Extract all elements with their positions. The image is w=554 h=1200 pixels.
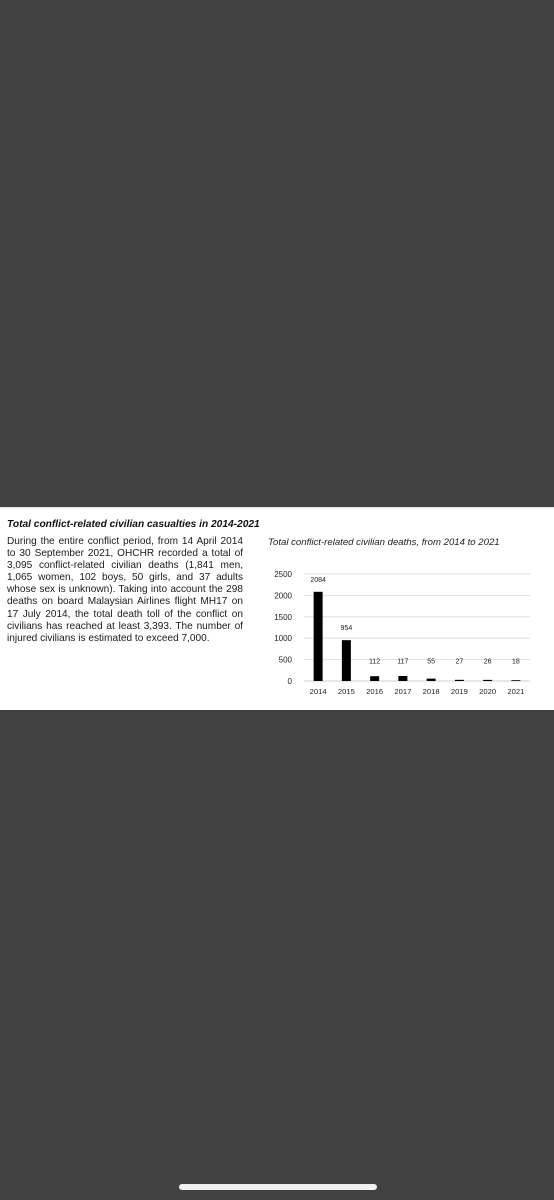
x-tick-label: 2016 — [366, 687, 383, 696]
x-tick-label: 2021 — [507, 687, 524, 696]
bar-2016 — [370, 676, 380, 681]
y-tick-label: 0 — [288, 677, 293, 686]
data-label: 954 — [341, 625, 353, 632]
bar-2015 — [341, 640, 351, 681]
bar-2021 — [511, 680, 521, 682]
y-tick-label: 2500 — [274, 570, 292, 579]
bar-2018 — [426, 678, 436, 681]
chart-title: Total conflict-related civilian deaths, … — [268, 537, 500, 548]
x-tick-label: 2014 — [310, 687, 327, 696]
y-tick-label: 500 — [279, 656, 293, 665]
data-label: 55 — [427, 658, 435, 665]
data-label: 26 — [484, 658, 492, 665]
data-label: 27 — [455, 658, 463, 665]
bar-2017 — [398, 675, 408, 681]
data-label: 2084 — [310, 577, 326, 584]
data-label: 117 — [397, 658, 408, 665]
bar-2019 — [454, 679, 464, 681]
x-tick-label: 2020 — [479, 687, 496, 696]
x-tick-label: 2019 — [451, 687, 468, 696]
y-tick-label: 1500 — [274, 613, 292, 622]
x-tick-label: 2015 — [338, 687, 355, 696]
bar-2020 — [483, 679, 493, 681]
home-indicator[interactable] — [179, 1184, 377, 1190]
bar-2014 — [313, 591, 323, 681]
section-title: Total conflict-related civilian casualti… — [7, 519, 260, 530]
bar-chart: 0 500 1000 1500 2000 2500 2084 2014 954 2015 112 20… — [274, 570, 530, 696]
body-paragraph: During the entire conflict period, from … — [7, 536, 243, 644]
page-edge-divider — [0, 507, 554, 509]
x-tick-label: 2018 — [423, 687, 440, 696]
x-tick-label: 2017 — [394, 687, 411, 696]
y-tick-label: 1000 — [274, 634, 292, 643]
data-label: 18 — [512, 658, 520, 665]
y-tick-label: 2000 — [274, 591, 292, 600]
document-excerpt: Total conflict-related civilian casualti… — [0, 507, 554, 710]
data-label: 112 — [369, 658, 380, 665]
